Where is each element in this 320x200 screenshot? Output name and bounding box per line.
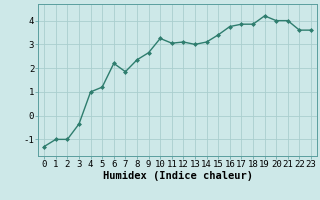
X-axis label: Humidex (Indice chaleur): Humidex (Indice chaleur)	[103, 171, 252, 181]
